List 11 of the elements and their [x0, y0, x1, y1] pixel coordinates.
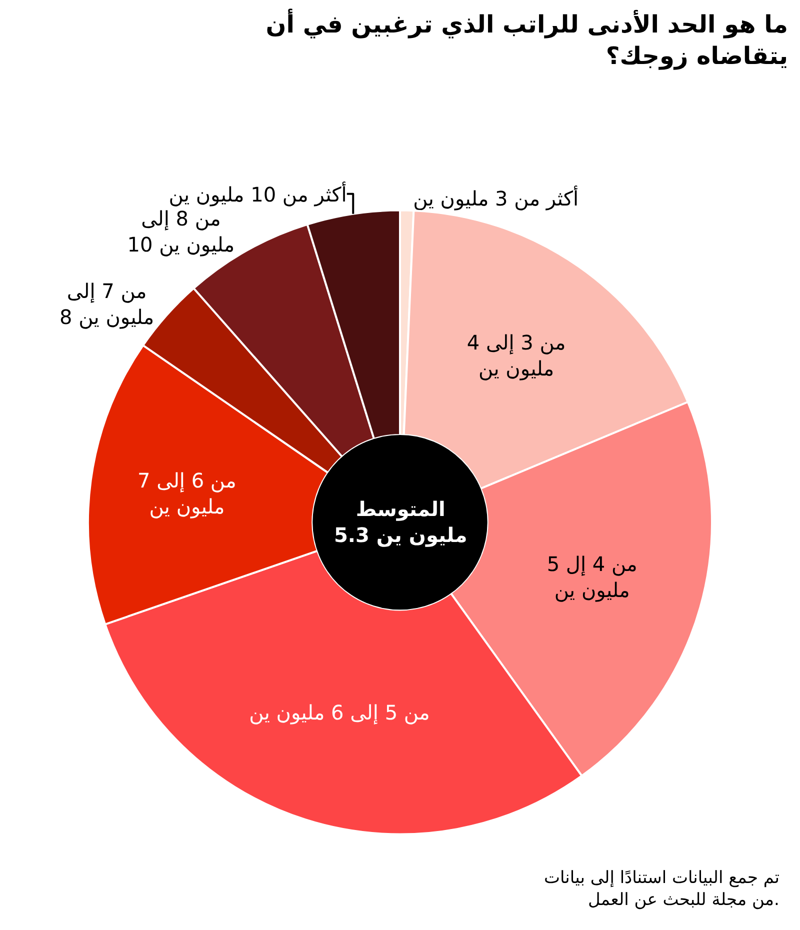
slice-label: من 3 إلى 4 مليون ين — [466, 330, 566, 381]
text: تم جمع البيانات استنادًا إلى بيانات من مجلة للبحث عن العمل. — [544, 868, 780, 910]
slice-label: من 6 إلى 7 مليون ين — [138, 468, 236, 518]
slice-label: أكثر من 10 مليون ين — [168, 181, 347, 206]
chart-title: ما هو الحد الأدنى للراتب الذي ترغبين في أن يتقاضاه زوجك؟ — [266, 8, 788, 70]
text: المتوسط 5.3 مليون ين — [334, 497, 468, 547]
slice-label: أكثر من 3 مليون ين — [413, 185, 579, 210]
slice-label: من 7 إلى 8 مليون ين — [59, 279, 154, 330]
slice-label: من 8 إلى 10 مليون ين — [127, 206, 235, 256]
slice-label: من 4 إل 5 مليون ين — [546, 552, 638, 602]
slice-label: من 5 إلى 6 مليون ين — [249, 700, 430, 725]
